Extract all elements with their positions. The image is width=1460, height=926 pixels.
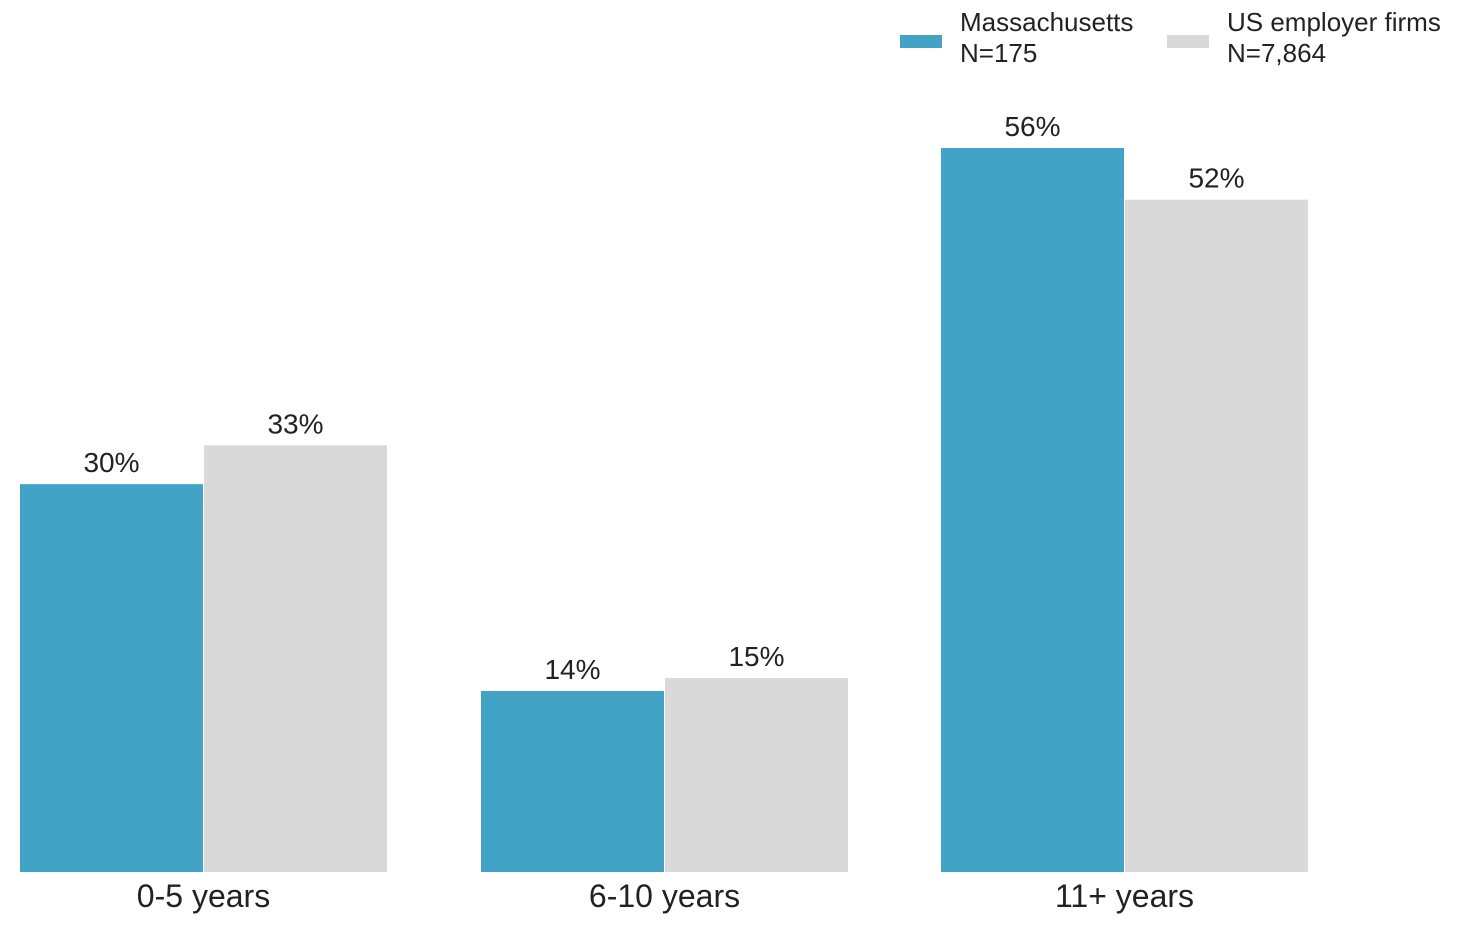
value-label-us-employer-firms-11-years: 52%	[1188, 163, 1244, 194]
bar-massachusetts-11-years	[941, 148, 1124, 872]
legend: Massachusetts N=175 US employer firms N=…	[900, 7, 1441, 68]
bar-group-6-10-years: 14% 15% 6-10 years	[481, 641, 848, 914]
legend-label-us-employer-firms: US employer firms	[1227, 7, 1441, 37]
bar-us-employer-firms-6-10-years	[665, 678, 848, 872]
legend-item-us-employer-firms: US employer firms N=7,864	[1167, 7, 1441, 68]
legend-sample-us-employer-firms: N=7,864	[1227, 38, 1326, 68]
legend-item-massachusetts: Massachusetts N=175	[900, 7, 1133, 68]
legend-label-massachusetts: Massachusetts	[960, 7, 1133, 37]
value-label-massachusetts-6-10-years: 14%	[544, 654, 600, 685]
legend-swatch-massachusetts	[900, 35, 942, 48]
legend-sample-massachusetts: N=175	[960, 38, 1037, 68]
legend-swatch-us-employer-firms	[1167, 35, 1209, 48]
bar-massachusetts-6-10-years	[481, 691, 664, 872]
value-label-massachusetts-11-years: 56%	[1004, 111, 1060, 142]
bar-group-11-years: 56% 52% 11+ years	[941, 111, 1308, 914]
bar-us-employer-firms-0-5-years	[204, 445, 387, 872]
category-label-6-10-years: 6-10 years	[589, 878, 740, 914]
bar-massachusetts-0-5-years	[20, 484, 203, 872]
category-label-11-years: 11+ years	[1055, 878, 1194, 914]
bar-us-employer-firms-11-years	[1125, 199, 1308, 872]
value-label-us-employer-firms-0-5-years: 33%	[267, 408, 323, 439]
category-label-0-5-years: 0-5 years	[137, 878, 270, 914]
bar-group-0-5-years: 30% 33% 0-5 years	[20, 408, 387, 914]
value-label-massachusetts-0-5-years: 30%	[83, 447, 139, 478]
value-label-us-employer-firms-6-10-years: 15%	[728, 641, 784, 672]
plot-area: 30% 33% 0-5 years 14% 15% 6-10 years 56% 52% 11+…	[20, 111, 1308, 914]
